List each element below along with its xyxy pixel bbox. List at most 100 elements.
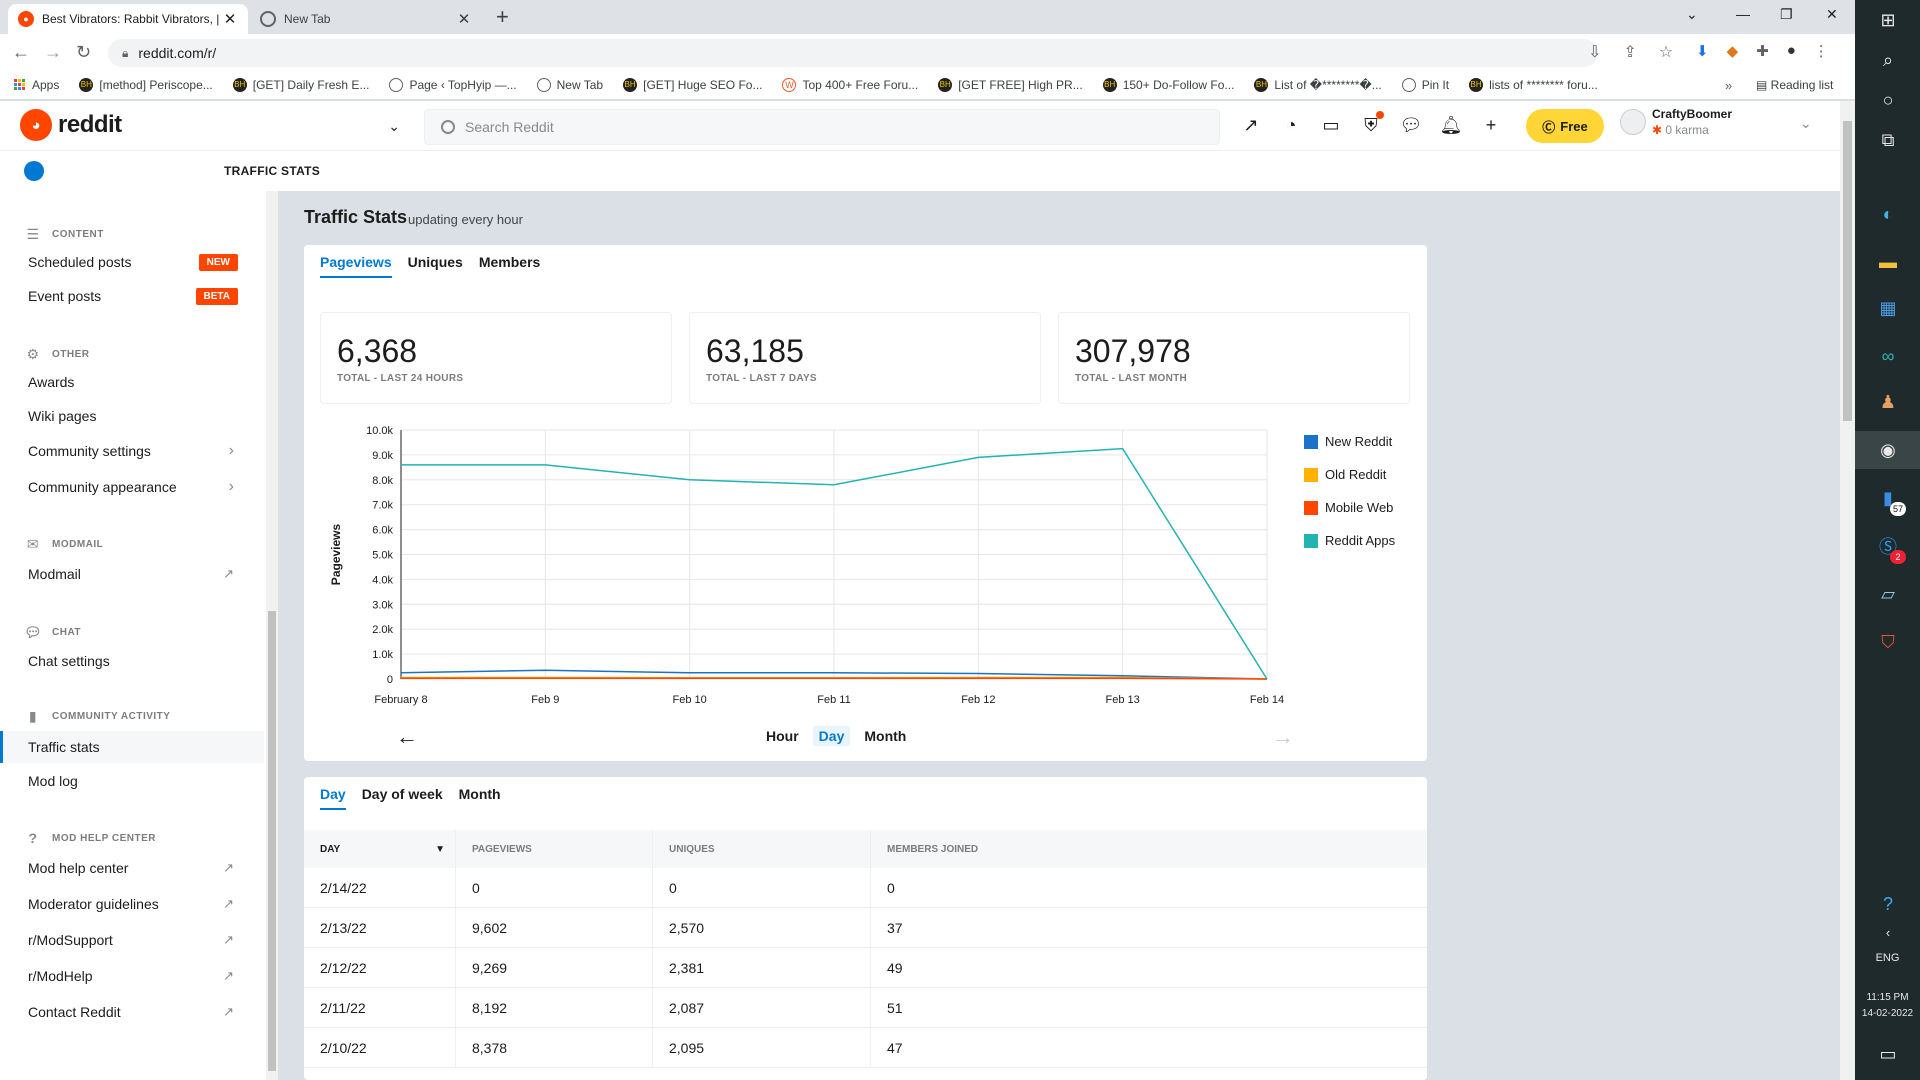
tab-uniques[interactable]: Uniques (407, 254, 463, 270)
arrow-left-icon[interactable]: ← (396, 724, 418, 749)
browser-tab-newtab[interactable]: New Tab ✕ (250, 4, 482, 34)
user-menu-chevron-icon[interactable]: ⌄ (1800, 115, 1812, 131)
bookmark-apps[interactable]: Apps (14, 78, 59, 92)
sidebar-item-modhelp[interactable]: r/ModHelp ↗ (0, 960, 264, 992)
bookmark-item[interactable]: BH [GET FREE] High PR... (938, 77, 1083, 92)
arrow-right-icon[interactable]: → (1272, 724, 1294, 749)
sidebar-item-event-posts[interactable]: Event posts BETA (0, 280, 264, 312)
skype-icon[interactable]: Ⓢ 2 (1876, 534, 1906, 564)
share-icon[interactable]: ⇪ (1623, 44, 1637, 61)
extensions-puzzle-icon[interactable]: ✚ (1756, 43, 1769, 60)
legend-item[interactable]: New Reddit (1304, 425, 1395, 458)
user-menu[interactable]: CraftyBoomer ✱ 0 karma (1620, 107, 1732, 137)
create-post-icon[interactable]: + (1485, 114, 1497, 135)
brave-icon[interactable]: ⛉ (1881, 631, 1895, 652)
popular-icon[interactable]: ↗ (1243, 114, 1259, 135)
sidebar-item-traffic-stats[interactable]: Traffic stats (0, 731, 264, 763)
reload-icon[interactable]: ↻ (76, 42, 92, 62)
tab-members[interactable]: Members (478, 254, 541, 270)
tab-day[interactable]: Day (320, 786, 346, 810)
edge-icon[interactable]: ◐ (1882, 203, 1894, 224)
back-icon[interactable]: ← (12, 42, 30, 62)
bookmark-item[interactable]: BH List of �********�... (1254, 77, 1382, 92)
bookmark-item[interactable]: BH lists of ******** foru... (1469, 77, 1598, 92)
sidebar-item-community-appearance[interactable]: Community appearance › (0, 471, 264, 503)
tab-close-icon[interactable]: ✕ (457, 11, 471, 28)
download-extension-icon[interactable]: ⬇ (1696, 43, 1709, 60)
granularity-hour[interactable]: Hour (766, 728, 799, 744)
bookmark-item[interactable]: New Tab (536, 77, 603, 92)
cortana-icon[interactable]: ○ (1882, 89, 1894, 110)
column-header-members-joined[interactable]: MEMBERS JOINED (887, 843, 979, 855)
sidebar-item-chat-settings[interactable]: Chat settings (0, 645, 264, 677)
stats-icon[interactable]: ◔ (1285, 114, 1297, 135)
infinity-app-icon[interactable]: ∞ (1881, 345, 1895, 366)
tab-close-icon[interactable]: ✕ (223, 11, 237, 28)
sidebar-item-modmail[interactable]: Modmail ↗ (0, 558, 264, 590)
bookmark-item[interactable]: BH [method] Periscope... (79, 77, 213, 92)
granularity-day[interactable]: Day (812, 726, 851, 746)
sidebar-scrollbar[interactable] (266, 191, 278, 1080)
sidebar-item-scheduled-posts[interactable]: Scheduled posts NEW (0, 246, 264, 278)
subreddit-name[interactable] (54, 166, 224, 176)
sidebar-item-mod-help-center[interactable]: Mod help center ↗ (0, 852, 264, 884)
bookmark-item[interactable]: Pin It (1401, 77, 1449, 92)
store-icon[interactable]: ▦ (1879, 297, 1897, 318)
address-bar[interactable]: 🔒︎ reddit.com/r/ (108, 39, 1598, 67)
language-indicator[interactable]: ENG (1875, 952, 1900, 964)
scrollbar-thumb[interactable] (1843, 121, 1852, 421)
notes-app-icon[interactable]: ▱ (1881, 583, 1895, 604)
page-scrollbar[interactable] (1840, 101, 1855, 1080)
chrome-icon[interactable]: ◉ (1880, 439, 1896, 460)
bookmark-item[interactable]: BH 150+ Do-Follow Fo... (1102, 77, 1234, 92)
file-explorer-icon[interactable]: ▬ (1879, 251, 1897, 272)
column-header-pageviews[interactable]: PAGEVIEWS (456, 830, 653, 868)
bookmark-item[interactable]: BH [GET] Daily Fresh E... (232, 77, 369, 92)
sidebar-item-mod-log[interactable]: Mod log (0, 765, 264, 797)
document-app-icon[interactable]: ▮ 57 (1876, 486, 1906, 516)
action-center-icon[interactable]: ▭ (1879, 1043, 1897, 1064)
reading-list-button[interactable]: ▤ Reading list (1756, 78, 1833, 92)
tray-chevron-icon[interactable]: ‹ (1885, 924, 1891, 940)
windows-start-icon[interactable]: ⊞ (1880, 9, 1896, 30)
tab-month[interactable]: Month (458, 786, 501, 802)
clock-date[interactable]: 14-02-2022 (1861, 1008, 1914, 1019)
bell-icon[interactable]: 🔔︎ (1439, 114, 1463, 135)
sidebar-item-modsupport[interactable]: r/ModSupport ↗ (0, 924, 264, 956)
granularity-month[interactable]: Month (864, 728, 907, 744)
search-input[interactable]: Search Reddit (424, 109, 1220, 145)
clock-time[interactable]: 11:15 PM (1866, 992, 1909, 1003)
search-icon[interactable]: ⌕ (1882, 49, 1894, 70)
browser-tab-active[interactable]: ● Best Vibrators: Rabbit Vibrators, | ✕ (8, 4, 248, 34)
sidebar-item-contact-reddit[interactable]: Contact Reddit ↗ (0, 996, 264, 1028)
star-icon[interactable]: ☆ (1658, 44, 1674, 61)
tab-search-chevron-icon[interactable]: ⌄ (1686, 6, 1698, 22)
sidebar-item-community-settings[interactable]: Community settings › (0, 435, 264, 467)
profile-avatar-icon[interactable]: ● (1786, 42, 1796, 59)
restore-icon[interactable]: ❐ (1780, 6, 1793, 22)
scrollbar-thumb[interactable] (268, 611, 276, 1071)
window-close-icon[interactable]: ✕ (1826, 6, 1838, 22)
metamask-icon[interactable]: ◆ (1726, 43, 1739, 60)
bookmark-item[interactable]: Page ‹ TopHyip —... (389, 77, 517, 92)
subreddit-icon[interactable] (24, 161, 44, 181)
chat-icon[interactable]: 💬︎ (1399, 114, 1423, 135)
mod-shield-icon[interactable]: ⛨ (1360, 111, 1384, 136)
sidebar-item-moderator-guidelines[interactable]: Moderator guidelines ↗ (0, 888, 264, 920)
sidebar-item-wiki[interactable]: Wiki pages (0, 400, 264, 432)
game-app-icon[interactable]: ♟ (1879, 391, 1897, 412)
install-icon[interactable]: ⇩ (1588, 44, 1602, 61)
new-tab-icon[interactable]: + (496, 4, 509, 29)
rpan-icon[interactable]: ▭ (1322, 114, 1340, 135)
tab-day-of-week[interactable]: Day of week (361, 786, 443, 802)
coins-free-button[interactable]: Ⓒ Free (1526, 109, 1604, 143)
forward-icon[interactable]: → (44, 42, 62, 62)
bookmark-item[interactable]: W Top 400+ Free Foru... (782, 77, 918, 92)
tab-pageviews[interactable]: Pageviews (320, 254, 392, 278)
reddit-logo[interactable]: ◕ reddit (20, 109, 122, 141)
column-header-day[interactable]: DAY ▼ (304, 830, 456, 868)
community-dropdown[interactable]: ⌄ (150, 113, 400, 139)
bookmarks-overflow-icon[interactable]: » (1725, 78, 1733, 93)
legend-item[interactable]: Reddit Apps (1304, 524, 1395, 557)
sidebar-item-awards[interactable]: Awards (0, 366, 264, 398)
